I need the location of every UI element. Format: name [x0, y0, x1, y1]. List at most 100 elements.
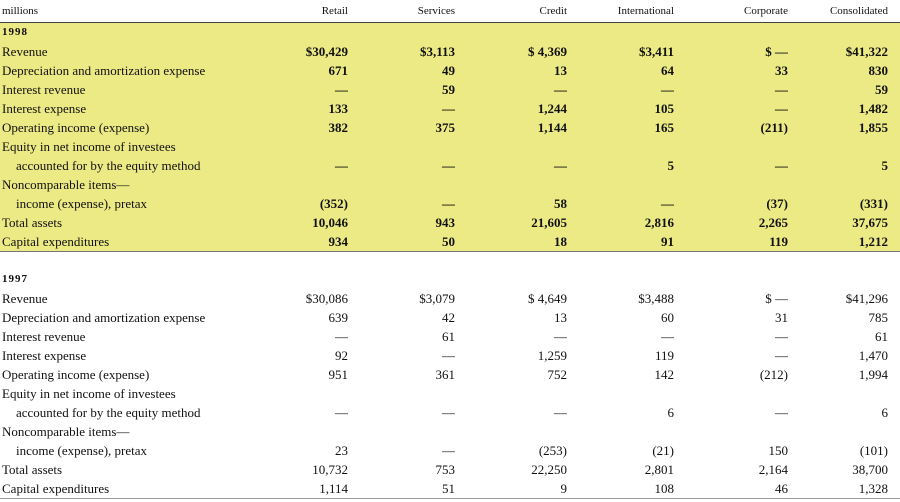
value-cell: 150 [768, 443, 789, 458]
empty-cell [567, 137, 674, 156]
value-cell: 38,700 [852, 462, 888, 477]
value-cell: 5 [788, 156, 900, 175]
data-row: Interest expense 133—1,244 105—1,482 [0, 99, 900, 118]
value-cell: 2,816 [567, 213, 674, 232]
value-cell: — [674, 99, 788, 118]
value-cell: — [455, 80, 567, 99]
value-cell: 133 [270, 99, 348, 118]
column-header: International [567, 0, 674, 23]
value-cell: 1,259 [537, 348, 567, 363]
data-row: Interest revenue — 61 — — — 61 [0, 327, 900, 346]
value-cell: $3,488 [638, 291, 674, 306]
value-cell: — [270, 156, 348, 175]
empty-cell [348, 384, 455, 403]
empty-cell [788, 422, 900, 441]
value-cell: 6 [667, 405, 675, 420]
value-cell: 59 [348, 80, 455, 99]
value-cell: 23 [335, 443, 348, 458]
value-cell: $41,296 [845, 291, 888, 306]
empty-cell [567, 422, 674, 441]
empty-cell [674, 175, 788, 194]
value-cell: 830 [788, 61, 900, 80]
empty-cell [788, 175, 900, 194]
empty-cell [270, 422, 348, 441]
value-cell: $41,322 [788, 42, 900, 61]
row-label: Equity in net income of investees [2, 386, 176, 401]
column-header: Retail [270, 0, 348, 23]
value-cell: — [775, 329, 788, 344]
column-header: millions [0, 0, 270, 23]
value-cell: 6 [881, 405, 889, 420]
empty-cell [674, 270, 788, 289]
value-cell: (212) [759, 367, 788, 382]
value-cell: 61 [442, 329, 455, 344]
value-cell: 375 [348, 118, 455, 137]
value-cell: — [348, 99, 455, 118]
empty-cell [348, 137, 455, 156]
value-cell: 752 [547, 367, 568, 382]
data-row: Depreciation and amortization expense 639… [0, 308, 900, 327]
empty-cell [348, 22, 455, 42]
value-cell: — [775, 348, 788, 363]
empty-cell [455, 22, 567, 42]
value-cell: — [554, 405, 567, 420]
row-label: Operating income (expense) [0, 118, 270, 137]
spacer-cell [0, 252, 900, 271]
row-label: Equity in net income of investees [0, 137, 270, 156]
value-cell: 91 [567, 232, 674, 252]
row-label: income (expense), pretax [0, 194, 270, 213]
value-cell: (253) [538, 443, 567, 458]
value-cell: 361 [435, 367, 456, 382]
value-cell: — [335, 329, 348, 344]
value-cell: $30,086 [305, 291, 348, 306]
empty-cell [567, 175, 674, 194]
value-cell: (211) [674, 118, 788, 137]
value-cell: 934 [270, 232, 348, 252]
data-row: Revenue $30,429 $3,113 $ 4,369 $3,411 $ — $41,… [0, 42, 900, 61]
row-label: Depreciation and amortization expense [2, 310, 206, 325]
empty-cell [270, 137, 348, 156]
column-header: Credit [455, 0, 567, 23]
empty-cell [455, 384, 567, 403]
value-cell: 60 [661, 310, 674, 325]
value-cell: — [335, 405, 348, 420]
data-row: accounted for by the equity method — — — 6 — 6 [0, 403, 900, 422]
value-cell: 119 [674, 232, 788, 252]
column-header: Consolidated [788, 0, 900, 23]
data-row: Depreciation and amortization expense 671… [0, 61, 900, 80]
row-label: Revenue [0, 42, 270, 61]
value-cell: 5 [567, 156, 674, 175]
value-cell: 31 [775, 310, 788, 325]
value-cell: $ — [674, 42, 788, 61]
value-cell: 105 [567, 99, 674, 118]
value-cell: 2,265 [674, 213, 788, 232]
spacer-row [0, 252, 900, 271]
value-cell: 10,732 [312, 462, 348, 477]
empty-cell [348, 270, 455, 289]
data-row: Operating income (expense) 382 375 1,144 165… [0, 118, 900, 137]
value-cell: 58 [455, 194, 567, 213]
empty-cell [270, 175, 348, 194]
value-cell: 1,328 [788, 479, 900, 499]
row-label: accounted for by the equity method [0, 156, 270, 175]
value-cell: 2,164 [758, 462, 788, 477]
data-row: Noncomparable items— [0, 422, 900, 441]
value-cell: 165 [567, 118, 674, 137]
empty-cell [788, 270, 900, 289]
value-cell: 108 [567, 479, 674, 499]
value-cell: 51 [348, 479, 455, 499]
value-cell: — [348, 156, 455, 175]
value-cell: 1,244 [455, 99, 567, 118]
value-cell: $ 4,649 [528, 291, 567, 306]
value-cell: 9 [455, 479, 567, 499]
row-label: Capital expenditures [0, 479, 270, 499]
value-cell: 13 [455, 61, 567, 80]
value-cell: — [442, 348, 455, 363]
value-cell: 50 [348, 232, 455, 252]
value-cell: 119 [654, 348, 674, 363]
year-row: 1997 [0, 270, 900, 289]
row-label: Interest revenue [2, 329, 86, 344]
value-cell: (37) [674, 194, 788, 213]
